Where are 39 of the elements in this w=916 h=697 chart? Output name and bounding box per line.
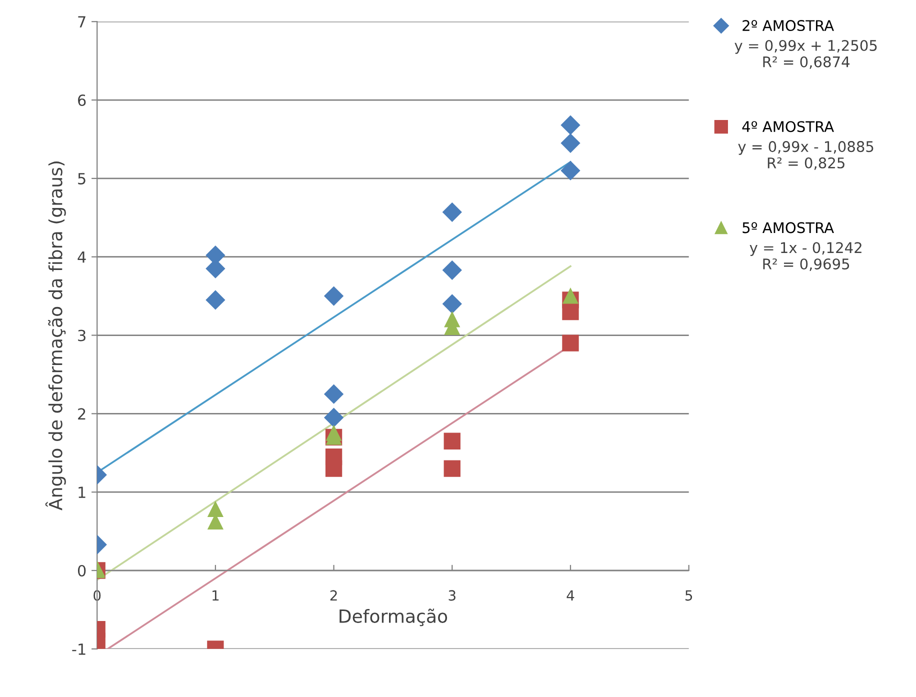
y-tick-label: 6 [78,94,86,106]
point [442,294,462,314]
y-tick-label: 3 [78,330,86,342]
point [562,334,579,352]
x-tick-label: 5 [685,590,692,601]
y-tick-label: 5 [78,173,86,184]
text: y = 0,99x - 1,0885 R² = 0,825 [738,141,874,170]
point [560,161,580,180]
y-tick-label: 1 [78,486,86,498]
point [206,290,225,310]
point [442,260,462,280]
x-axis-title: Deformação [340,608,448,626]
point [562,303,579,320]
point [442,202,462,222]
x-tick-label: 2 [330,590,337,600]
x-tick-label: 4 [566,590,574,600]
point [324,408,344,428]
text: y = 1x - 0,1242 R² = 0,9695 [750,242,862,271]
legend-label: 5º AMOSTRA [742,222,834,234]
point [444,432,460,450]
x-tick-label: 1 [212,590,219,600]
point [560,116,580,135]
y-tick-label: 4 [78,252,86,263]
point [560,134,580,153]
y-tick-label: 7 [78,16,86,28]
x-tick-label: 3 [448,590,456,601]
point [324,384,344,404]
point [325,460,342,477]
point [324,286,344,306]
text: y = 0,99x + 1,2505 R² = 0,6874 [734,40,877,69]
y-tick-label: -1 [72,644,86,655]
point [444,460,460,477]
y-axis-title: Ângulo de deformação da fibra (graus) [45,162,66,510]
point [208,502,224,517]
point [562,288,578,304]
legend-label: 2º AMOSTRA [742,20,834,32]
legend-label: 4º AMOSTRA [742,121,834,132]
y-tick-label: 2 [78,408,86,420]
y-tick-label: 0 [78,564,86,577]
